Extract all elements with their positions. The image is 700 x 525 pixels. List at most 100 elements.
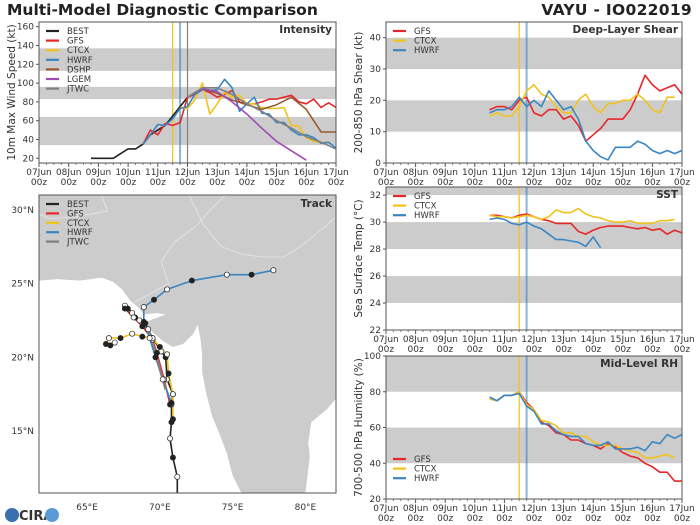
- series-line-ctcx: [489, 207, 675, 225]
- x-tick-hour: 00z: [496, 178, 512, 188]
- legend-label: JTWC: [66, 238, 89, 248]
- shear-panel: 01020304007Jun00z08Jun00z09Jun00z10Jun00…: [353, 21, 695, 188]
- x-tick-date: 10Jun: [462, 335, 488, 345]
- track-position-marker: [130, 314, 137, 321]
- series-line-ctcx: [489, 83, 675, 117]
- x-tick-date: 12Jun: [521, 335, 547, 345]
- shaded-band: [386, 187, 682, 196]
- x-tick-hour: 00z: [585, 178, 601, 188]
- x-tick-hour: 00z: [378, 178, 394, 188]
- legend-label: HWRF: [67, 228, 93, 238]
- plot-frame: [38, 194, 337, 494]
- track-position-marker: [146, 335, 153, 342]
- y-tick-label: 28: [370, 245, 382, 255]
- rh-panel: 2040608010007Jun00z08Jun00z09Jun00z10Jun…: [353, 352, 695, 524]
- legend-label: CTCX: [414, 202, 437, 212]
- x-tick-date: 17Jun: [669, 504, 695, 514]
- x-tick-hour: 00z: [408, 514, 424, 524]
- x-tick-date: 15Jun: [610, 504, 636, 514]
- track-position-marker: [169, 391, 176, 398]
- x-tick-date: 13Jun: [551, 335, 577, 345]
- x-tick-date: 08Jun: [56, 168, 82, 178]
- y-tick-label: 26: [370, 272, 382, 282]
- track-position-marker: [223, 271, 230, 278]
- x-tick-date: 07Jun: [373, 335, 399, 345]
- series-line-jtwc: [187, 87, 337, 150]
- lon-tick-label: 65°E: [76, 503, 98, 513]
- y-tick-label: 60: [370, 424, 382, 434]
- panel-title: Mid-Level RH: [600, 358, 678, 370]
- x-tick-hour: 00z: [526, 514, 542, 524]
- country-border: [133, 194, 226, 304]
- series-line-lgem: [187, 87, 307, 161]
- legend-label: GFS: [67, 37, 84, 47]
- track-position-marker: [188, 277, 195, 284]
- y-tick-label: 40: [370, 34, 382, 44]
- x-tick-date: 14Jun: [580, 504, 606, 514]
- x-tick-hour: 00z: [437, 178, 453, 188]
- x-tick-date: 10Jun: [462, 504, 488, 514]
- track-position-marker: [165, 370, 172, 377]
- y-tick-label: 20: [370, 96, 382, 106]
- cira-logo: CIRA: [5, 508, 59, 524]
- track-position-marker: [164, 351, 171, 358]
- logo-emblem-icon: [45, 508, 59, 522]
- y-tick-label: 80: [370, 388, 382, 398]
- legend-label: HWRF: [414, 211, 440, 221]
- x-tick-date: 11Jun: [145, 168, 171, 178]
- figure-title: Multi-Model Diagnostic Comparison: [7, 1, 318, 19]
- x-tick-date: 09Jun: [86, 168, 112, 178]
- y-tick-label: 22: [370, 326, 381, 336]
- y-axis-label: 700-500 hPa Humidity (%): [353, 358, 365, 497]
- x-tick-hour: 00z: [61, 178, 77, 188]
- y-tick-label: 100: [17, 79, 34, 89]
- x-tick-date: 14Jun: [234, 168, 260, 178]
- x-tick-date: 07Jun: [373, 504, 399, 514]
- track-position-marker: [105, 335, 112, 342]
- lat-tick-label: 15°N: [11, 427, 34, 437]
- track-position-marker: [169, 416, 176, 423]
- x-tick-hour: 00z: [179, 178, 195, 188]
- land-mass: [39, 195, 336, 493]
- x-tick-hour: 00z: [150, 178, 166, 188]
- shaded-band: [386, 356, 682, 392]
- y-tick-label: 80: [23, 98, 35, 108]
- track-position-marker: [167, 435, 173, 442]
- y-tick-label: 160: [17, 23, 34, 33]
- x-tick-date: 16Jun: [294, 168, 320, 178]
- lat-tick-label: 25°N: [11, 280, 34, 290]
- legend-label: GFS: [67, 209, 84, 219]
- x-tick-hour: 00z: [467, 514, 483, 524]
- plot-area: [386, 187, 682, 330]
- lon-tick-label: 70°E: [149, 503, 171, 513]
- x-tick-hour: 00z: [644, 178, 660, 188]
- legend-label: BEST: [67, 27, 90, 37]
- storm-id-title: VAYU - IO022019: [541, 1, 692, 19]
- x-tick-hour: 00z: [467, 345, 483, 355]
- x-tick-date: 08Jun: [403, 335, 429, 345]
- x-tick-date: 15Jun: [610, 168, 636, 178]
- y-tick-label: 40: [23, 136, 35, 146]
- logo-text: CIRA: [19, 509, 53, 524]
- y-tick-label: 24: [370, 299, 382, 309]
- x-tick-hour: 00z: [674, 345, 690, 355]
- track-position-marker: [129, 330, 136, 337]
- panel-title: SST: [656, 189, 679, 201]
- legend-label: CTCX: [414, 37, 437, 47]
- track-position-marker: [140, 304, 147, 311]
- y-axis-label: 200-850 hPa Shear (kt): [353, 32, 365, 154]
- x-tick-hour: 00z: [90, 178, 106, 188]
- x-tick-hour: 00z: [585, 345, 601, 355]
- legend-label: CTCX: [67, 219, 90, 229]
- legend-label: GFS: [414, 455, 431, 465]
- x-tick-hour: 00z: [674, 514, 690, 524]
- x-tick-date: 15Jun: [610, 335, 636, 345]
- x-tick-date: 13Jun: [551, 504, 577, 514]
- series-line-hwrf: [489, 392, 683, 452]
- x-tick-date: 16Jun: [640, 168, 666, 178]
- legend-label: GFS: [414, 27, 431, 37]
- x-tick-date: 13Jun: [204, 168, 230, 178]
- x-tick-date: 17Jun: [669, 335, 695, 345]
- y-tick-label: 140: [17, 42, 34, 52]
